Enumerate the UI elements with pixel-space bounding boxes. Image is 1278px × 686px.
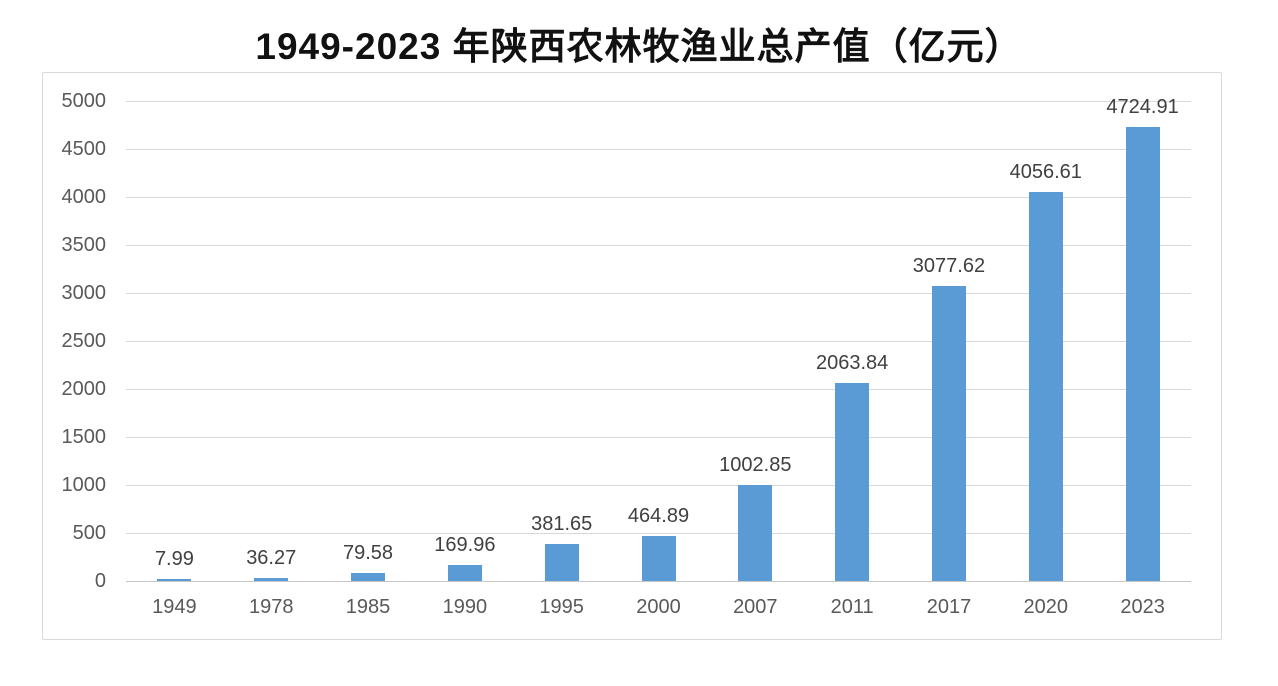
- gridline: [126, 245, 1191, 246]
- bar-value-label: 3077.62: [912, 254, 986, 277]
- y-axis-tick-label: 0: [94, 570, 106, 592]
- x-axis-category-label: 2000: [636, 596, 681, 618]
- bar-1949: [157, 579, 192, 581]
- gridline: [126, 197, 1191, 198]
- bar-value-label: 169.96: [434, 533, 496, 556]
- y-axis-tick-label: 3500: [61, 234, 107, 256]
- x-axis-category-label: 2011: [830, 596, 874, 618]
- y-axis-tick-label: 2000: [61, 378, 107, 400]
- bar-2011: [835, 382, 870, 581]
- y-axis-tick-label: 5000: [61, 90, 107, 112]
- bar-value-label: 4724.91: [1106, 96, 1179, 119]
- bar-1985: [351, 573, 386, 581]
- bar-2023: [1125, 127, 1160, 581]
- chart-plot-area: 0 500 1000 1500 2000 2500 3000 3500 4000 4500 5000…: [42, 72, 1222, 640]
- x-axis-line: [126, 581, 1191, 582]
- bar-value-label: 79.58: [343, 542, 394, 565]
- bar-1995: [544, 544, 579, 581]
- bar-value-label: 464.89: [627, 505, 690, 528]
- bar-1978: [254, 577, 289, 581]
- bar-2020: [1028, 191, 1063, 581]
- bar-value-label: 7.99: [154, 548, 194, 570]
- x-axis-category-label: 1985: [345, 596, 391, 618]
- gridline: [126, 389, 1191, 390]
- gridline: [126, 293, 1191, 294]
- bar-2000: [641, 536, 676, 581]
- x-axis-category-label: 1978: [248, 596, 294, 618]
- bar-value-label: 4056.61: [1009, 160, 1082, 183]
- gridline: [126, 533, 1191, 534]
- x-axis-category-label: 2007: [733, 596, 778, 618]
- bar-1990: [447, 564, 482, 581]
- y-axis-tick-label: 4000: [61, 186, 107, 208]
- x-axis-category-label: 1949: [152, 596, 197, 618]
- x-axis-category-label: 2023: [1120, 596, 1165, 618]
- x-axis-category-label: 2017: [926, 596, 972, 618]
- gridline: [126, 437, 1191, 438]
- chart-title: 1949-2023 年陕西农林牧渔业总产值（亿元）: [255, 26, 1023, 67]
- y-axis-tick-label: 3000: [61, 282, 107, 304]
- gridline: [126, 149, 1191, 150]
- x-axis-category-label: 1990: [442, 596, 488, 618]
- x-axis-category-label: 1995: [539, 596, 584, 618]
- gridline: [126, 485, 1191, 486]
- y-axis-tick-label: 2500: [61, 330, 107, 352]
- bar-value-label: 36.27: [246, 546, 297, 569]
- bar-value-label: 2063.84: [815, 351, 889, 374]
- bar-value-label: 1002.85: [719, 453, 792, 476]
- y-axis-tick-label: 1500: [61, 426, 107, 448]
- gridline: [126, 101, 1191, 102]
- bar-value-label: 381.65: [531, 513, 593, 536]
- y-axis-tick-label: 500: [72, 522, 106, 544]
- gridline: [126, 341, 1191, 342]
- y-axis-tick-label: 4500: [61, 138, 107, 160]
- bar-2017: [931, 285, 966, 581]
- plot-region: 0 500 1000 1500 2000 2500 3000 3500 4000 4500 5000…: [43, 73, 1221, 639]
- x-axis-category-label: 2020: [1023, 596, 1069, 618]
- bar-2007: [738, 484, 773, 581]
- y-axis-tick-label: 1000: [61, 474, 107, 496]
